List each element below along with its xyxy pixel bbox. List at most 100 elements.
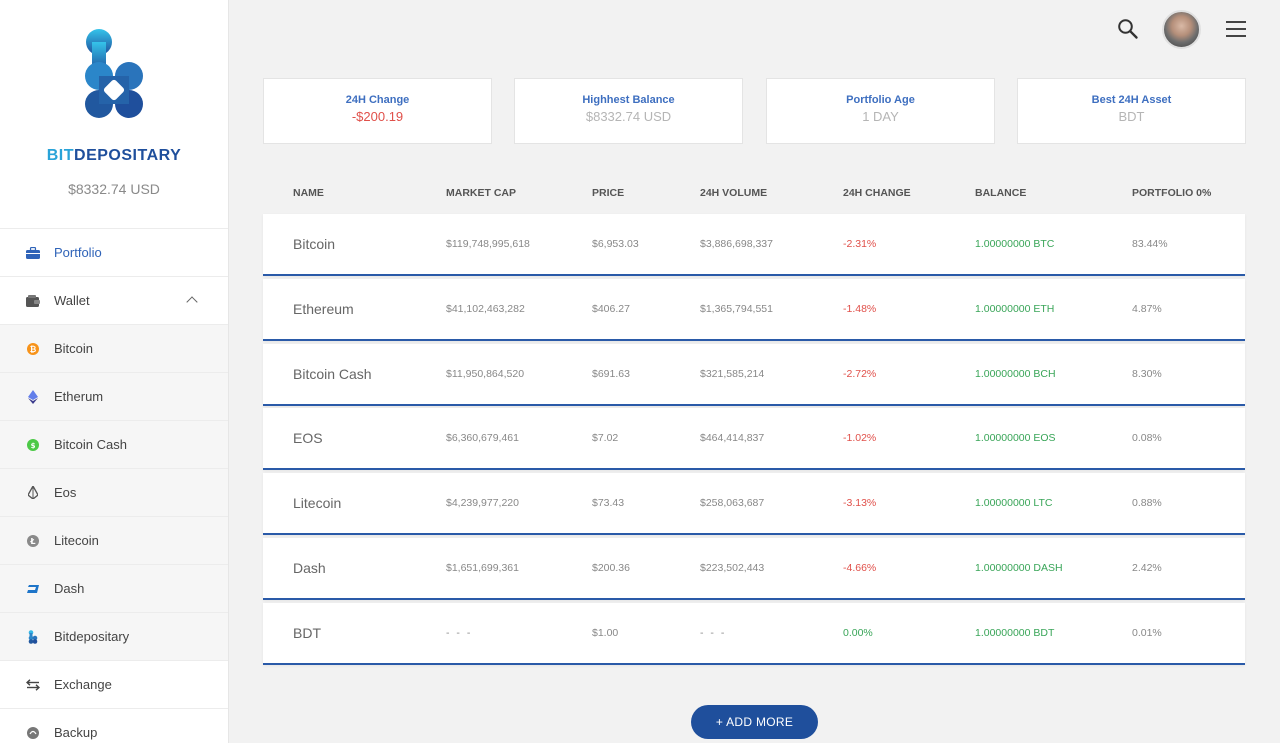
cell-market-cap: $119,748,995,618 (446, 238, 530, 250)
cell-market-cap: $11,950,864,520 (446, 367, 525, 380)
table-row[interactable]: Bitcoin Cash $11,950,864,520 $691.63 $321,5… (263, 343, 1245, 406)
cell-name: BDT (293, 624, 321, 641)
bitdepositary-icon (26, 629, 40, 644)
stat-title: Highhest Balance (582, 94, 675, 106)
table-row[interactable]: EOS $6,360,679,461 $7.02 $464,414,837 -1.02%… (263, 408, 1245, 471)
column-header-market-cap[interactable]: MARKET CAP (446, 187, 516, 199)
table-row[interactable]: Bitcoin $119,748,995,618 $6,953.03 $3,886,6… (263, 214, 1245, 276)
hamburger-menu-icon[interactable] (1226, 21, 1246, 37)
cell-portfolio: 0.01% (1132, 626, 1162, 639)
column-header-price[interactable]: PRICE (592, 187, 625, 199)
bitdepositary-logo (85, 29, 143, 118)
svg-text:$: $ (31, 442, 36, 450)
sidebar-item-label: Bitcoin Cash (54, 437, 127, 452)
total-balance: $8332.74 USD (68, 181, 160, 197)
stat-card-24h-change: 24H Change -$200.19 (263, 78, 492, 144)
add-more-button[interactable]: + ADD MORE (691, 705, 818, 739)
sidebar-item-bitcoin[interactable]: ₿ Bitcoin (0, 325, 228, 373)
cell-change: -1.48% (843, 302, 877, 315)
sidebar-item-dash[interactable]: Dash (0, 565, 228, 613)
cell-volume: $258,063,687 (700, 497, 765, 510)
cell-price: $691.63 (592, 367, 630, 380)
cell-volume: $1,365,794,551 (700, 302, 773, 315)
sidebar-item-label: Dash (54, 581, 85, 596)
brand-name-depositary: DEPOSITARY (74, 147, 182, 164)
table-row[interactable]: Litecoin $4,239,977,220 $73.43 $258,063,687… (263, 473, 1245, 536)
stat-card-highest-balance: Highhest Balance $8332.74 USD (514, 78, 743, 144)
svg-text:₿: ₿ (30, 345, 37, 354)
cell-name: EOS (293, 430, 323, 447)
cell-change: 0.00% (843, 626, 873, 639)
column-header-balance[interactable]: BALANCE (975, 187, 1027, 199)
stat-card-portfolio-age: Portfolio Age 1 DAY (766, 78, 995, 144)
cell-name: Ethereum (293, 300, 354, 317)
avatar[interactable] (1162, 10, 1201, 49)
cell-volume: $321,585,214 (700, 367, 765, 380)
sidebar-item-label: Bitcoin (54, 341, 94, 356)
cell-balance: 1.00000000 BDT (975, 626, 1055, 639)
sidebar-item-litecoin[interactable]: Ł Litecoin (0, 517, 228, 565)
sidebar-item-backup[interactable]: Backup (0, 709, 228, 743)
cell-change: -3.13% (843, 497, 877, 510)
bitcoin-icon: ₿ (26, 342, 40, 356)
sidebar: BITDEPOSITARY $8332.74 USD Portfolio Wal… (0, 0, 229, 743)
cell-change: -2.31% (843, 238, 877, 250)
cell-name: Litecoin (293, 495, 342, 512)
sidebar-item-wallet[interactable]: Wallet (0, 277, 228, 325)
cell-market-cap: $41,102,463,282 (446, 302, 525, 315)
sidebar-item-bitdepositary[interactable]: Bitdepositary (0, 613, 228, 661)
sidebar-item-portfolio[interactable]: Portfolio (0, 229, 228, 277)
sidebar-item-label: Bitdepositary (54, 629, 130, 644)
cell-price: $7.02 (592, 432, 619, 445)
cell-balance: 1.00000000 BCH (975, 367, 1056, 380)
cell-market-cap: - - - (446, 626, 473, 639)
search-icon[interactable] (1117, 18, 1139, 40)
eos-icon (26, 486, 40, 500)
sidebar-item-label: Portfolio (54, 245, 102, 260)
column-header-name[interactable]: NAME (293, 187, 324, 199)
stat-value: -$200.19 (351, 109, 404, 124)
cell-balance: 1.00000000 BTC (975, 238, 1055, 250)
stat-value: 1 DAY (862, 109, 899, 124)
cell-volume: $223,502,443 (700, 562, 765, 574)
sidebar-item-etherum[interactable]: Etherum (0, 373, 228, 421)
cell-volume: $3,886,698,337 (700, 238, 773, 250)
stat-value: $8332.74 USD (585, 109, 672, 124)
cell-portfolio: 83.44% (1132, 238, 1168, 250)
table-row[interactable]: BDT - - - $1.00 - - - 0.00% 1.00000000 BDT 0.0… (263, 602, 1245, 665)
exchange-icon (26, 678, 40, 692)
sidebar-item-label: Backup (54, 725, 98, 740)
cell-portfolio: 0.08% (1132, 432, 1162, 445)
sidebar-item-label: Litecoin (54, 533, 99, 548)
cell-volume: $464,414,837 (700, 432, 765, 445)
cell-volume: - - - (700, 626, 727, 639)
chevron-up-icon[interactable] (186, 296, 198, 308)
ethereum-icon (26, 389, 40, 404)
svg-text:Ł: Ł (29, 537, 35, 546)
column-header-portfolio[interactable]: PORTFOLIO 0% (1132, 187, 1212, 199)
sidebar-item-exchange[interactable]: Exchange (0, 661, 228, 709)
cell-balance: 1.00000000 LTC (975, 497, 1053, 510)
litecoin-icon: Ł (26, 534, 40, 548)
cell-market-cap: $6,360,679,461 (446, 432, 519, 445)
stat-card-best-asset: Best 24H Asset BDT (1017, 78, 1246, 144)
cell-market-cap: $1,651,699,361 (446, 562, 519, 574)
brand-panel: BITDEPOSITARY $8332.74 USD (0, 0, 228, 229)
column-header-volume[interactable]: 24H VOLUME (700, 187, 768, 199)
cell-portfolio: 8.30% (1132, 367, 1162, 380)
brand-name-bit: BIT (46, 147, 75, 164)
stat-value: BDT (1118, 109, 1145, 124)
cell-price: $200.36 (592, 562, 630, 574)
cell-change: -4.66% (843, 562, 877, 574)
sidebar-item-eos[interactable]: Eos (0, 469, 228, 517)
sidebar-item-label: Eos (54, 485, 77, 500)
table-row[interactable]: Dash $1,651,699,361 $200.36 $223,502,443 -4.… (263, 538, 1245, 600)
sidebar-item-label: Etherum (54, 389, 104, 404)
sidebar-item-label: Wallet (54, 293, 90, 308)
cell-price: $6,953.03 (592, 238, 639, 250)
sidebar-item-bitcoin-cash[interactable]: $ Bitcoin Cash (0, 421, 228, 469)
cell-name: Dash (293, 560, 326, 576)
column-header-change[interactable]: 24H CHANGE (843, 187, 911, 199)
table-row[interactable]: Ethereum $41,102,463,282 $406.27 $1,365,794… (263, 278, 1245, 341)
cell-name: Bitcoin Cash (293, 365, 372, 382)
